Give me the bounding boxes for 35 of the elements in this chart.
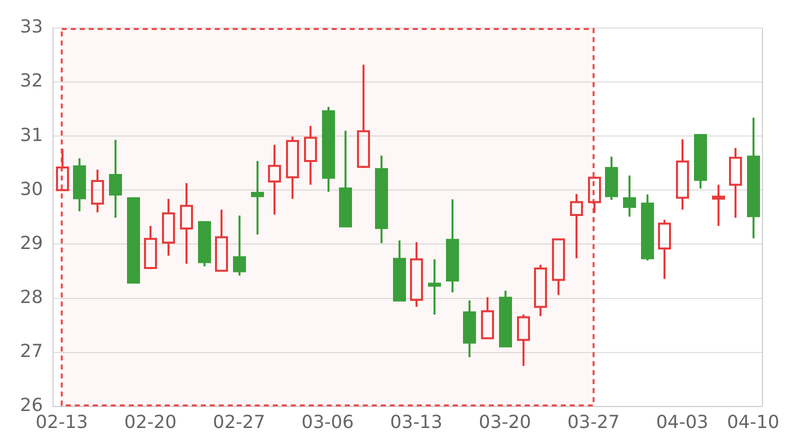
candlestick <box>286 136 299 200</box>
candlestick <box>215 208 228 272</box>
x-tick-label: 03-06 <box>302 412 354 433</box>
candlestick <box>570 192 583 260</box>
x-tick-label: 02-27 <box>212 412 266 433</box>
y-tick-label: 27 <box>20 341 43 362</box>
candlestick <box>712 184 725 227</box>
x-tick-label: 03-27 <box>567 412 620 433</box>
candlestick <box>658 218 671 280</box>
candlestick <box>534 264 547 318</box>
candlestick <box>162 198 175 257</box>
y-tick-label: 28 <box>20 286 43 308</box>
y-tick-label: 33 <box>20 16 43 38</box>
candlestick <box>357 64 370 170</box>
x-tick-label: 04-03 <box>656 412 708 433</box>
x-tick-label: 02-20 <box>124 412 177 433</box>
candlestick <box>729 147 742 219</box>
x-tick-label: 03-13 <box>390 412 442 433</box>
candlestick <box>481 296 494 340</box>
x-tick-label: 04-10 <box>726 412 780 433</box>
candlestick <box>144 224 157 270</box>
candlestick <box>91 168 104 214</box>
candlestick <box>552 238 565 296</box>
candlestick <box>180 182 193 265</box>
y-tick-label: 31 <box>20 124 43 146</box>
y-tick-label: 29 <box>20 232 43 254</box>
y-tick-label: 30 <box>20 178 43 200</box>
candlestick <box>268 144 281 216</box>
candlestick <box>410 241 423 308</box>
x-tick-label: 03-20 <box>478 412 532 433</box>
y-tick-label: 32 <box>20 70 43 92</box>
candlestick <box>304 124 317 186</box>
candlestick <box>676 138 689 211</box>
candlestick <box>517 314 530 367</box>
x-tick-label: 02-13 <box>36 412 88 433</box>
